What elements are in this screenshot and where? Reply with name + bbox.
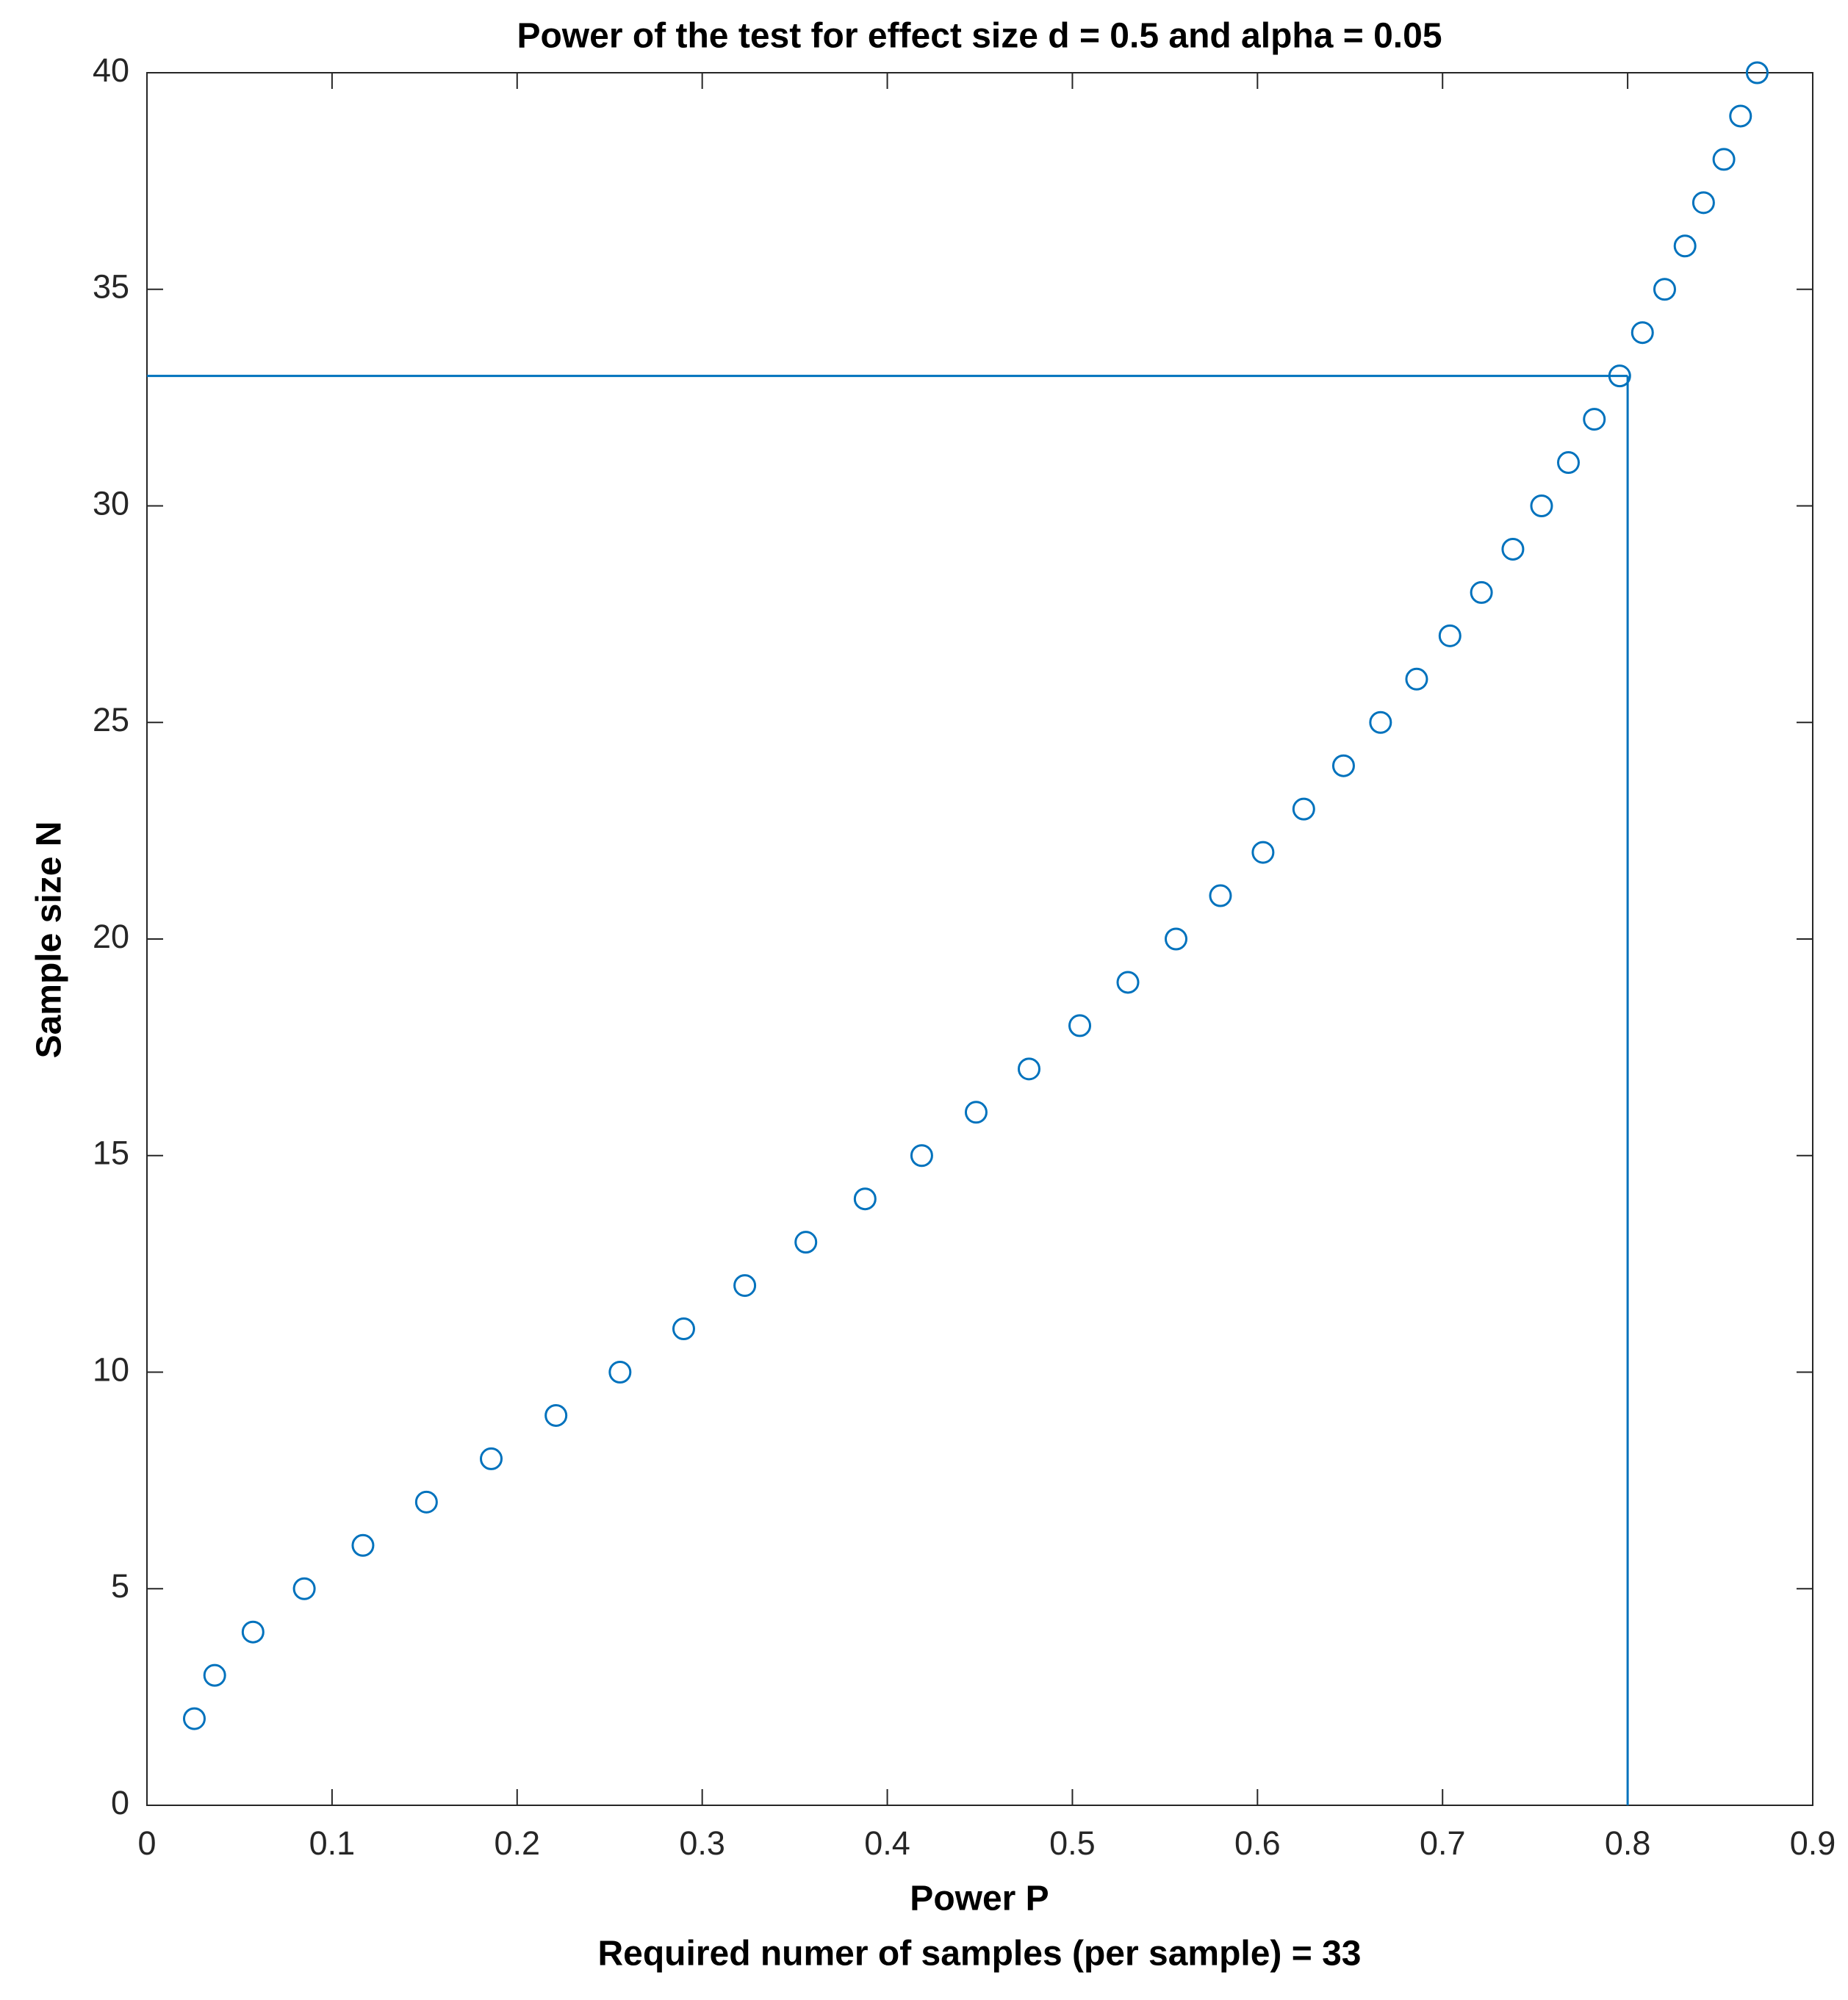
- point: [1557, 451, 1581, 475]
- plot-area: [146, 72, 1813, 1806]
- point: [1691, 191, 1715, 215]
- x-tick-label: 0.1: [309, 1824, 356, 1862]
- point: [964, 1101, 988, 1124]
- x-tick-label: 0.8: [1605, 1824, 1651, 1862]
- point: [910, 1144, 933, 1168]
- point: [1729, 104, 1752, 128]
- point: [1018, 1057, 1041, 1081]
- point: [1331, 754, 1355, 777]
- point: [1292, 797, 1315, 821]
- y-tick-label: 5: [111, 1567, 129, 1605]
- point: [1068, 1014, 1092, 1037]
- note: Required numer of samples (per sample) =…: [597, 1935, 1361, 1974]
- point: [1405, 667, 1428, 691]
- point: [1583, 408, 1606, 431]
- point: [182, 1707, 206, 1730]
- x-tick-label: 0.6: [1234, 1824, 1281, 1862]
- y-tick-label: 20: [93, 918, 129, 955]
- y-tick-label: 0: [111, 1784, 129, 1821]
- y-tick-label: 30: [93, 484, 129, 522]
- x-tick-label: 0.7: [1420, 1824, 1466, 1862]
- point: [544, 1403, 568, 1427]
- point: [672, 1317, 695, 1341]
- point: [794, 1231, 818, 1254]
- point: [1653, 278, 1676, 301]
- y-tick-label: 15: [93, 1134, 129, 1172]
- point: [1438, 624, 1461, 647]
- point: [1470, 580, 1493, 604]
- point: [241, 1620, 265, 1644]
- point: [414, 1490, 438, 1514]
- y-tick-label: 35: [93, 268, 129, 306]
- point: [1608, 364, 1631, 388]
- point: [1673, 234, 1697, 258]
- y-axis-label: Sample size N: [30, 821, 69, 1059]
- x-tick-label: 0.9: [1790, 1824, 1836, 1862]
- point: [1631, 321, 1654, 345]
- point: [1530, 494, 1553, 517]
- chart-title: Power of the test for effect size d = 0.…: [517, 17, 1442, 56]
- point: [203, 1663, 226, 1687]
- point: [1712, 148, 1736, 171]
- point: [1501, 537, 1525, 561]
- x-tick-label: 0.2: [494, 1824, 540, 1862]
- x-axis-label: Power P: [910, 1880, 1049, 1918]
- point: [1116, 971, 1140, 994]
- x-tick-label: 0.3: [679, 1824, 725, 1862]
- x-tick-label: 0.5: [1049, 1824, 1096, 1862]
- point: [1369, 711, 1392, 734]
- y-tick-label: 10: [93, 1350, 129, 1388]
- point: [480, 1447, 503, 1470]
- y-tick-label: 40: [93, 51, 129, 89]
- point: [292, 1577, 316, 1600]
- x-tick-label: 0.4: [864, 1824, 910, 1862]
- point: [733, 1274, 757, 1298]
- point: [1209, 884, 1232, 907]
- point: [1165, 927, 1188, 951]
- point: [608, 1361, 632, 1384]
- point: [351, 1533, 375, 1557]
- y-tick-label: 25: [93, 701, 129, 738]
- point: [853, 1187, 877, 1211]
- x-tick-label: 0: [137, 1824, 156, 1862]
- point: [1745, 61, 1769, 84]
- point: [1251, 841, 1275, 864]
